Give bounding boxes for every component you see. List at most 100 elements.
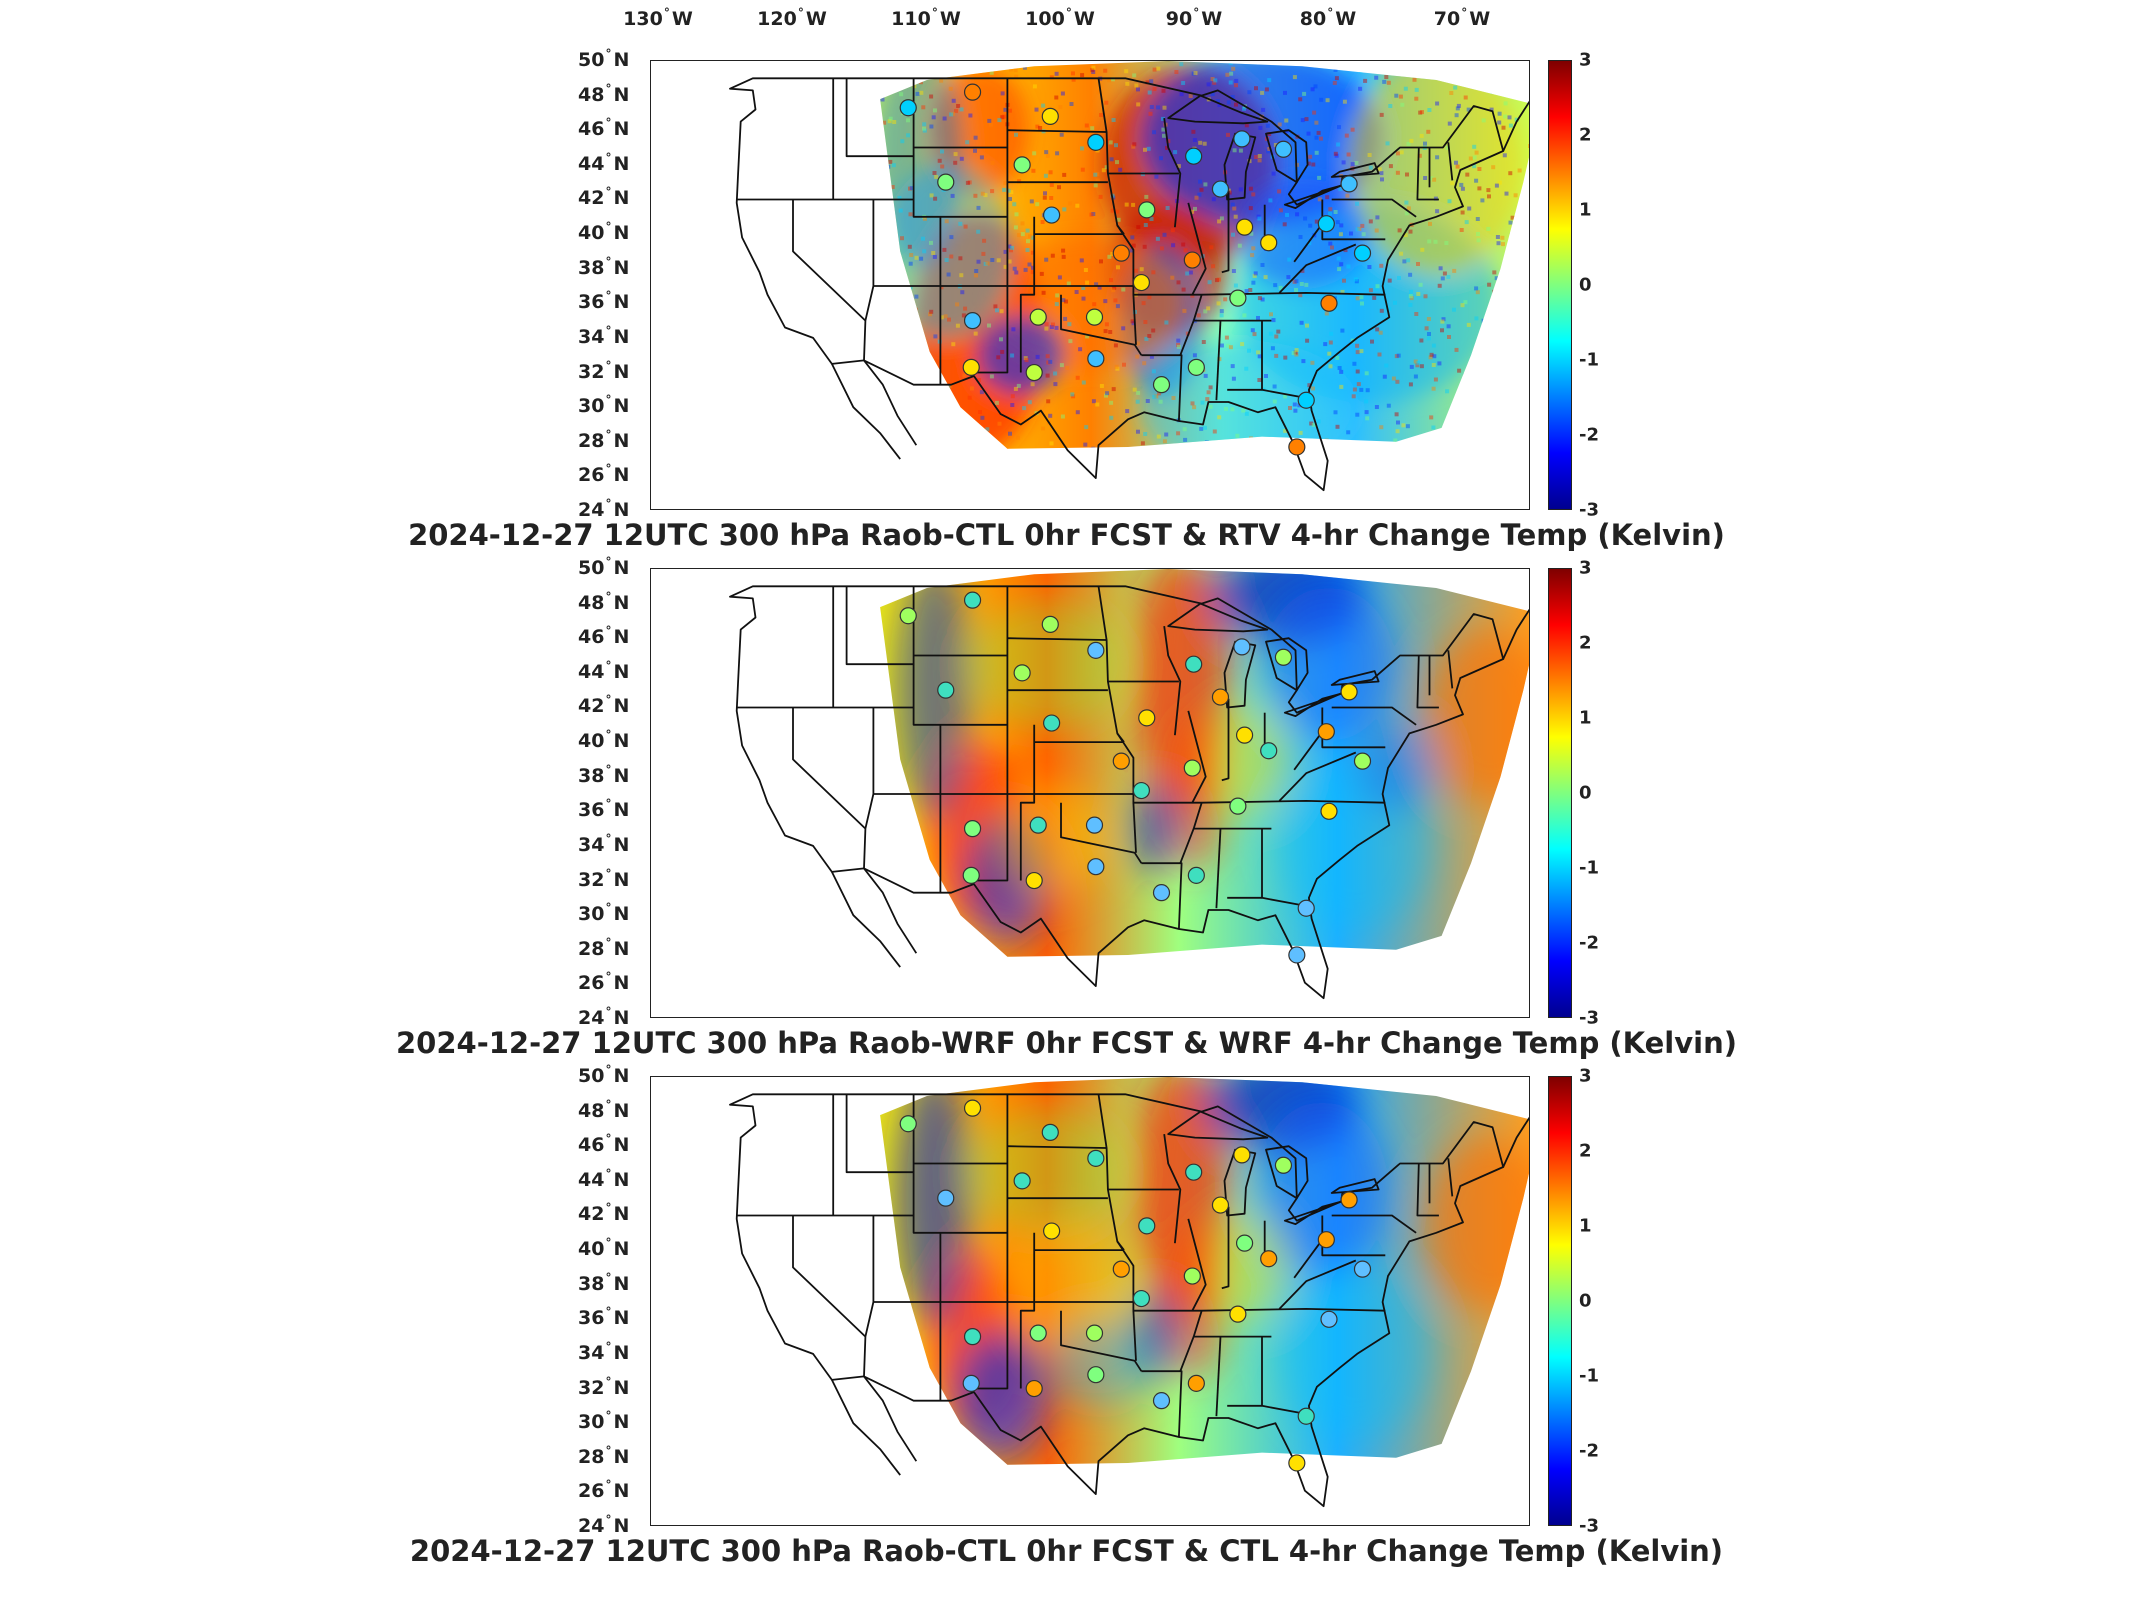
colorbar [1548, 1076, 1572, 1526]
station-marker [899, 1115, 917, 1133]
station-marker [1211, 1196, 1230, 1214]
latitude-label: 38° N [578, 1270, 630, 1295]
station-marker [1152, 1392, 1171, 1410]
colorbar-tick-label: 1 [1579, 199, 1592, 221]
map-frame [650, 60, 1530, 510]
latitude-label: 40° N [578, 220, 630, 245]
station-marker [1138, 1217, 1156, 1235]
station-marker [1297, 391, 1315, 409]
latitude-label: 28° N [578, 1443, 630, 1468]
latitude-label: 34° N [578, 831, 630, 856]
state-boundaries [729, 77, 1529, 492]
station-marker [963, 1099, 982, 1117]
longitude-label: 70° W [1433, 6, 1491, 30]
station-marker [1288, 946, 1306, 964]
station-marker [1085, 1324, 1104, 1342]
station-marker [1087, 641, 1105, 659]
map-canvas [729, 1077, 1529, 1508]
station-marker [937, 681, 955, 699]
colorbar-tick-label: -3 [1579, 499, 1599, 521]
map-canvas [729, 61, 1529, 492]
station-marker [962, 1374, 980, 1392]
station-marker [1185, 655, 1203, 673]
station-marker [1112, 244, 1130, 262]
longitude-label: 130° W [623, 6, 693, 30]
station-marker [1260, 1250, 1278, 1268]
station-marker [1085, 816, 1104, 834]
colorbar-tick-label: 3 [1579, 557, 1592, 579]
station-marker [963, 591, 982, 609]
station-marker [1183, 759, 1201, 777]
latitude-label: 24° N [578, 497, 630, 521]
colorbar-tick-label: 2 [1579, 124, 1592, 146]
colorbar-tick-label: 0 [1579, 782, 1592, 804]
latitude-label: 38° N [578, 254, 630, 279]
latitude-label: 36° N [578, 797, 630, 822]
latitude-label: 38° N [578, 762, 630, 787]
station-marker [1025, 363, 1043, 382]
colorbar-tick-label: 3 [1579, 49, 1592, 71]
panel-title: 2024-12-27 12UTC 300 hPa Raob-CTL 0hr FC… [408, 518, 1725, 552]
latitude-label: 42° N [578, 1201, 630, 1226]
latitude-label: 44° N [578, 1166, 630, 1191]
station-marker [1317, 215, 1335, 233]
station-marker [1041, 1123, 1059, 1141]
station-marker [899, 99, 917, 117]
longitude-label: 100° W [1025, 6, 1095, 30]
station-marker [1187, 866, 1205, 884]
station-marker [1025, 1379, 1043, 1398]
latitude-label: 50° N [578, 47, 630, 71]
station-marker [1297, 899, 1315, 917]
longitude-label: 90° W [1165, 6, 1223, 30]
raob-stations [899, 591, 1372, 964]
raob-stations [899, 1099, 1372, 1472]
raob-stations [899, 83, 1372, 456]
latitude-label: 26° N [578, 970, 630, 995]
station-marker [1085, 308, 1104, 326]
station-marker [1340, 683, 1358, 701]
colorbar-tick-label: 1 [1579, 707, 1592, 729]
colorbar-tick-label: -2 [1579, 1440, 1599, 1462]
station-marker [963, 312, 982, 330]
latitude-label: 32° N [578, 1374, 630, 1399]
station-marker [1087, 858, 1105, 876]
station-marker [1185, 1163, 1203, 1181]
station-marker [1112, 1260, 1130, 1278]
station-marker [1183, 251, 1201, 269]
latitude-label: 30° N [578, 393, 630, 418]
station-marker [1260, 742, 1278, 760]
station-marker [1320, 1310, 1338, 1328]
latitude-label: 44° N [578, 150, 630, 175]
latitude-label: 36° N [578, 1305, 630, 1330]
station-marker [1138, 201, 1156, 219]
longitude-label: 80° W [1299, 6, 1357, 30]
colorbar-tick-label: -2 [1579, 932, 1599, 954]
latitude-label: 50° N [578, 1063, 630, 1087]
panel-title: 2024-12-27 12UTC 300 hPa Raob-WRF 0hr FC… [395, 1026, 1737, 1060]
station-marker [1288, 438, 1306, 456]
station-marker [1235, 1234, 1254, 1252]
map-panel-2: 50° N 48° N 46° N 44° N 42° N 40° N 38° N 36° N 34° N 32° N… [0, 555, 2133, 1078]
station-marker [1087, 133, 1105, 151]
latitude-label: 24° N [578, 1513, 630, 1537]
map-panel-1: 50° N 48° N 46° N 44° N 42° N 40° N 38° N 36° N 34° N 32° N… [0, 47, 2133, 570]
station-marker [963, 1328, 982, 1346]
panel-title: 2024-12-27 12UTC 300 hPa Raob-CTL 0hr FC… [409, 1534, 1724, 1568]
longitude-label: 120° W [757, 6, 827, 30]
colorbar-tick-label: -1 [1579, 349, 1599, 371]
station-marker [1235, 218, 1254, 236]
station-marker [1340, 1191, 1358, 1209]
colorbar-tick-label: -3 [1579, 1515, 1599, 1537]
station-marker [1041, 615, 1059, 633]
longitude-label: 110° W [891, 6, 961, 30]
colorbar-tick-label: 1 [1579, 1215, 1592, 1237]
latitude-label: 30° N [578, 901, 630, 926]
station-marker [1353, 752, 1372, 770]
station-marker [1229, 1305, 1247, 1323]
latitude-label: 42° N [578, 185, 630, 210]
latitude-label: 28° N [578, 935, 630, 960]
station-marker [1132, 1289, 1150, 1308]
map-frame [650, 568, 1530, 1018]
station-marker [1152, 884, 1171, 902]
station-marker [1260, 234, 1278, 252]
